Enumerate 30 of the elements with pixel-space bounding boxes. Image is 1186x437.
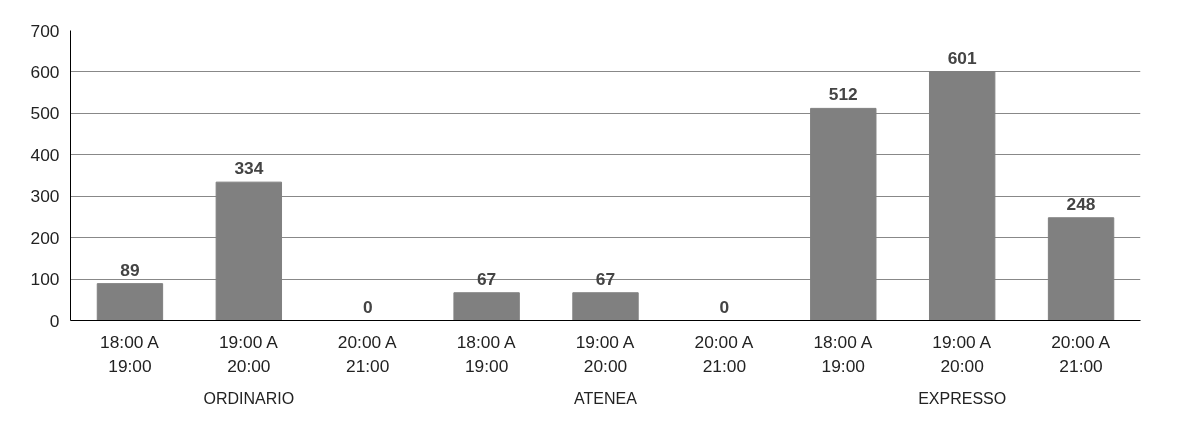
y-tick-label: 100 xyxy=(30,269,60,290)
x-tick-label: 19:00 A 20:00 xyxy=(218,331,279,376)
bar xyxy=(96,283,164,321)
x-tick-label: 19:00 A 20:00 xyxy=(932,331,992,376)
x-tick-label: 19:00 A 20:00 xyxy=(575,331,635,376)
y-tick-label: 200 xyxy=(30,227,60,248)
y-tick-label: 400 xyxy=(30,144,60,165)
data-label: 248 xyxy=(1066,193,1096,214)
x-tick-label: 18:00 A 19:00 xyxy=(456,331,516,376)
x-tick-label: 20:00 A 21:00 xyxy=(1051,331,1111,376)
y-tick-label: 0 xyxy=(49,310,60,331)
bar xyxy=(572,292,639,321)
text: ATENEA xyxy=(574,389,638,407)
y-tick-label: 300 xyxy=(30,186,60,207)
text: EXPRESSO xyxy=(918,389,1007,407)
y-tick-label: 500 xyxy=(30,103,60,124)
data-label: 0 xyxy=(719,296,730,317)
x-tick-label: 18:00 A 19:00 xyxy=(813,331,873,376)
x-tick-label: 20:00 A 21:00 xyxy=(694,331,754,376)
data-label: 334 xyxy=(234,158,264,179)
y-tick-label: 600 xyxy=(30,61,60,82)
data-label: 512 xyxy=(828,84,858,105)
text: ORDINARIO xyxy=(203,389,295,407)
data-label: 89 xyxy=(120,259,140,280)
y-tick-label: 700 xyxy=(30,20,60,41)
bar xyxy=(453,292,520,321)
x-tick-label: 20:00 A 21:00 xyxy=(337,331,398,376)
x-tick-label: 18:00 A 19:00 xyxy=(100,331,160,376)
data-label: 601 xyxy=(947,47,977,68)
data-label: 0 xyxy=(362,296,373,317)
